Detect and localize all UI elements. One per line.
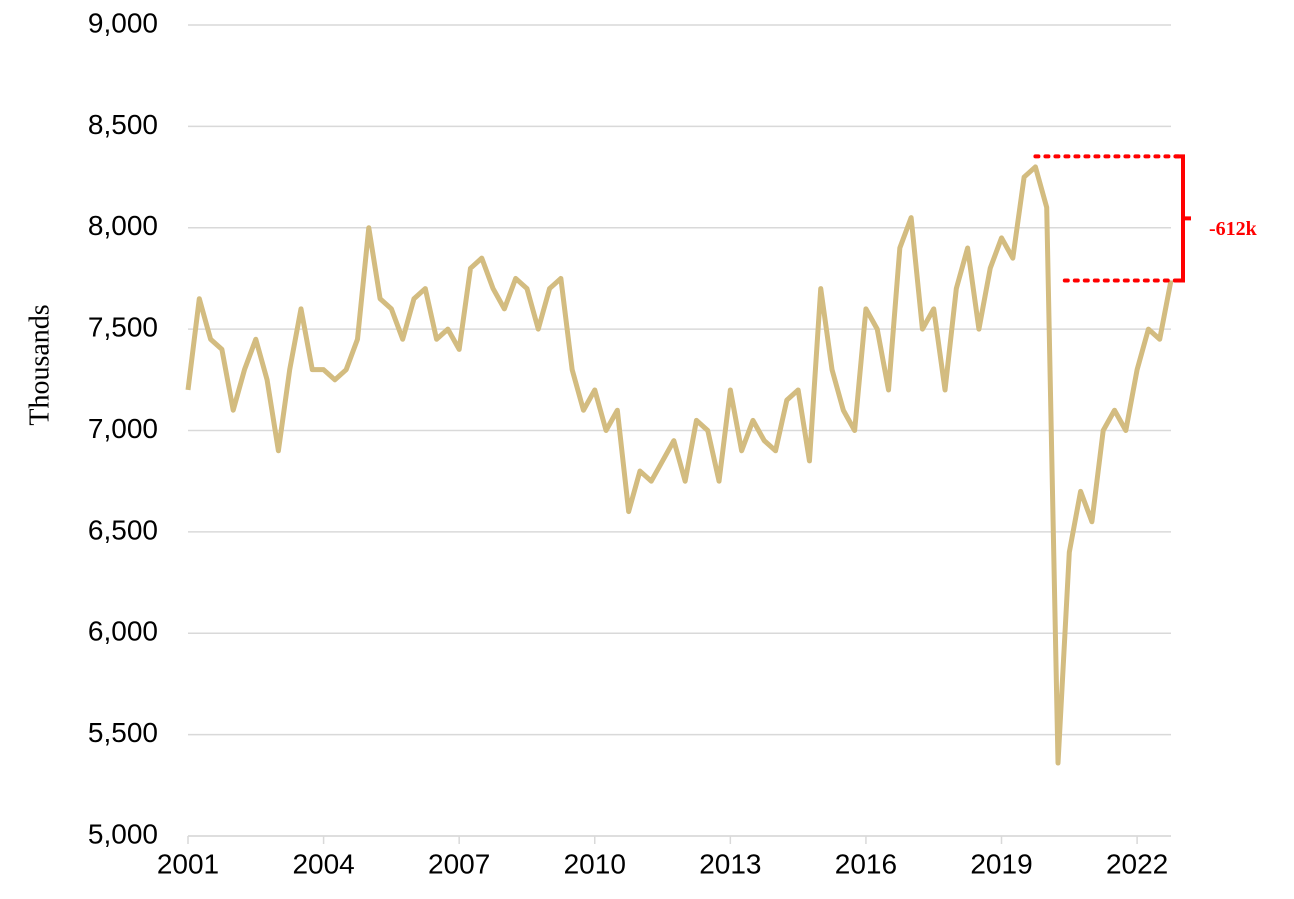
y-tick-label: 8,000: [88, 210, 158, 241]
y-tick-label: 7,000: [88, 413, 158, 444]
y-tick-label: 8,500: [88, 109, 158, 140]
x-tick-label: 2022: [1106, 848, 1168, 879]
y-tick-label: 6,000: [88, 616, 158, 647]
y-tick-label: 5,500: [88, 717, 158, 748]
y-tick-label: 7,500: [88, 312, 158, 343]
y-axis-label: Thousands: [24, 304, 55, 425]
line: [185, 164, 1174, 766]
annotation-label: -612k: [1209, 218, 1258, 240]
x-tick-label: 2013: [699, 848, 761, 879]
y-tick-label: 5,000: [88, 818, 158, 849]
x-tick-label: 2019: [970, 848, 1032, 879]
x-tick-label: 2016: [835, 848, 897, 879]
x-tick-label: 2007: [428, 848, 490, 879]
annotation-bracket: [1175, 154, 1191, 283]
x-tick-label: 2010: [564, 848, 626, 879]
x-tick-label: 2001: [157, 848, 219, 879]
x-tick-label: 2004: [292, 848, 354, 879]
y-tick-label: 6,500: [88, 514, 158, 545]
y-tick-label: 9,000: [88, 7, 158, 38]
